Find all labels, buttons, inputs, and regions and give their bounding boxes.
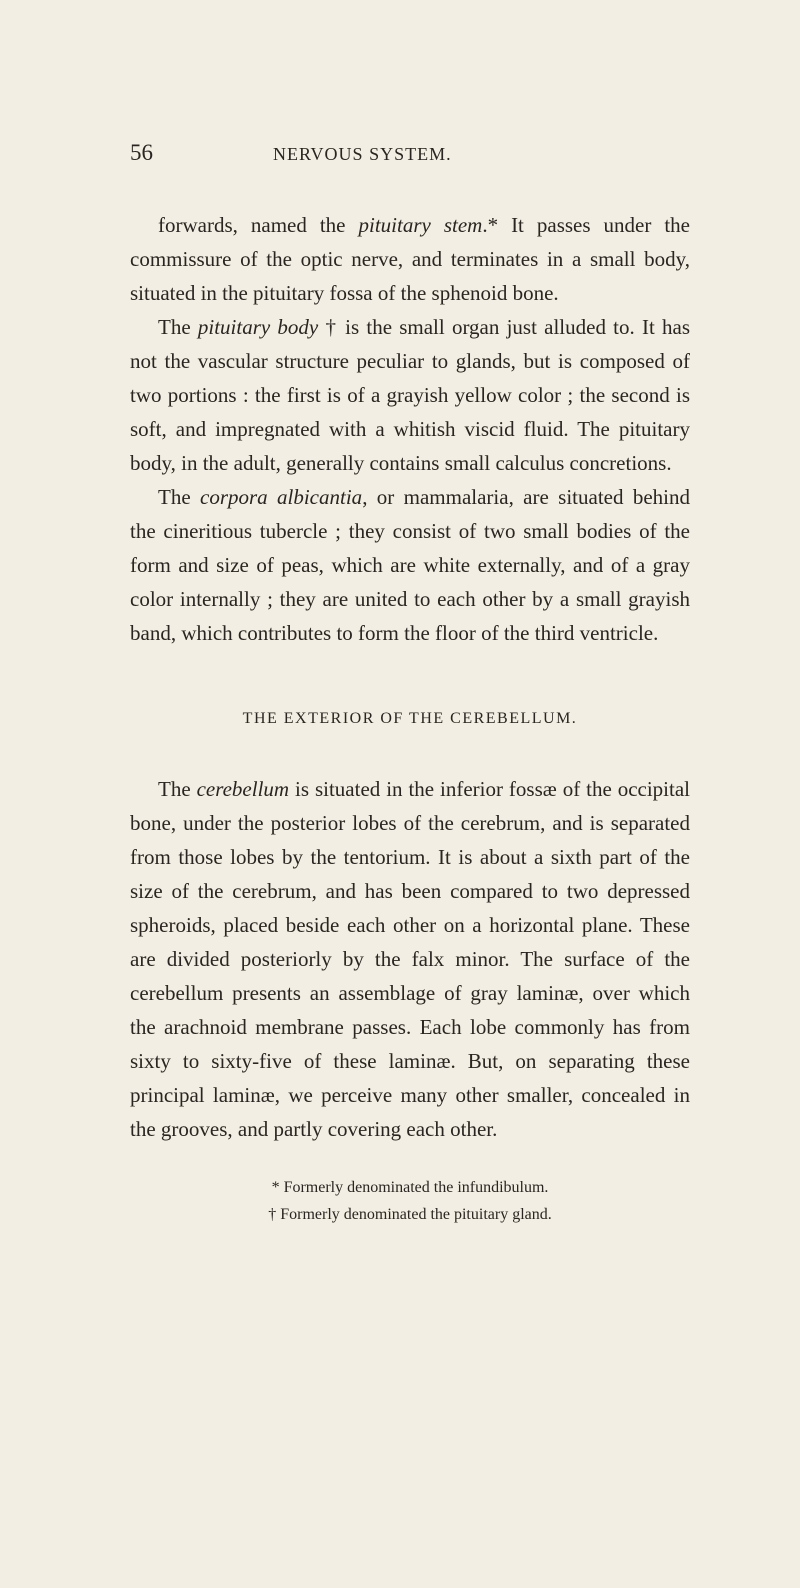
paragraph-2: The pituitary body † is the small organ … bbox=[130, 310, 690, 480]
text-run: The bbox=[158, 485, 200, 509]
footnotes: * Formerly denominated the infundibulum.… bbox=[130, 1176, 690, 1228]
italic-term: pituitary stem bbox=[359, 213, 483, 237]
body-text: forwards, named the pituitary stem.* It … bbox=[130, 208, 690, 1146]
text-run: forwards, named the bbox=[158, 213, 359, 237]
page-header: 56 NERVOUS SYSTEM. bbox=[130, 140, 690, 166]
footnote-2: † Formerly denominated the pituitary gla… bbox=[130, 1203, 690, 1228]
text-run: The bbox=[158, 777, 197, 801]
text-run: , or mammalaria, are situated behind the… bbox=[130, 485, 690, 645]
paragraph-4: The cerebellum is situated in the inferi… bbox=[130, 772, 690, 1146]
text-run: † is the small organ just alluded to. It… bbox=[130, 315, 690, 475]
footnote-1: * Formerly denominated the infundibulum. bbox=[130, 1176, 690, 1201]
paragraph-1: forwards, named the pituitary stem.* It … bbox=[130, 208, 690, 310]
italic-term: pituitary body bbox=[198, 315, 318, 339]
paragraph-3: The corpora albicantia, or mammalaria, a… bbox=[130, 480, 690, 650]
page-number: 56 bbox=[130, 140, 153, 166]
section-heading: THE EXTERIOR OF THE CEREBELLUM. bbox=[130, 706, 690, 732]
page: 56 NERVOUS SYSTEM. forwards, named the p… bbox=[0, 0, 800, 1588]
italic-term: cerebellum bbox=[197, 777, 290, 801]
text-run: is situated in the inferior fossæ of the… bbox=[130, 777, 690, 1141]
italic-term: corpora albicantia bbox=[200, 485, 362, 509]
text-run: The bbox=[158, 315, 198, 339]
running-head: NERVOUS SYSTEM. bbox=[273, 144, 452, 165]
